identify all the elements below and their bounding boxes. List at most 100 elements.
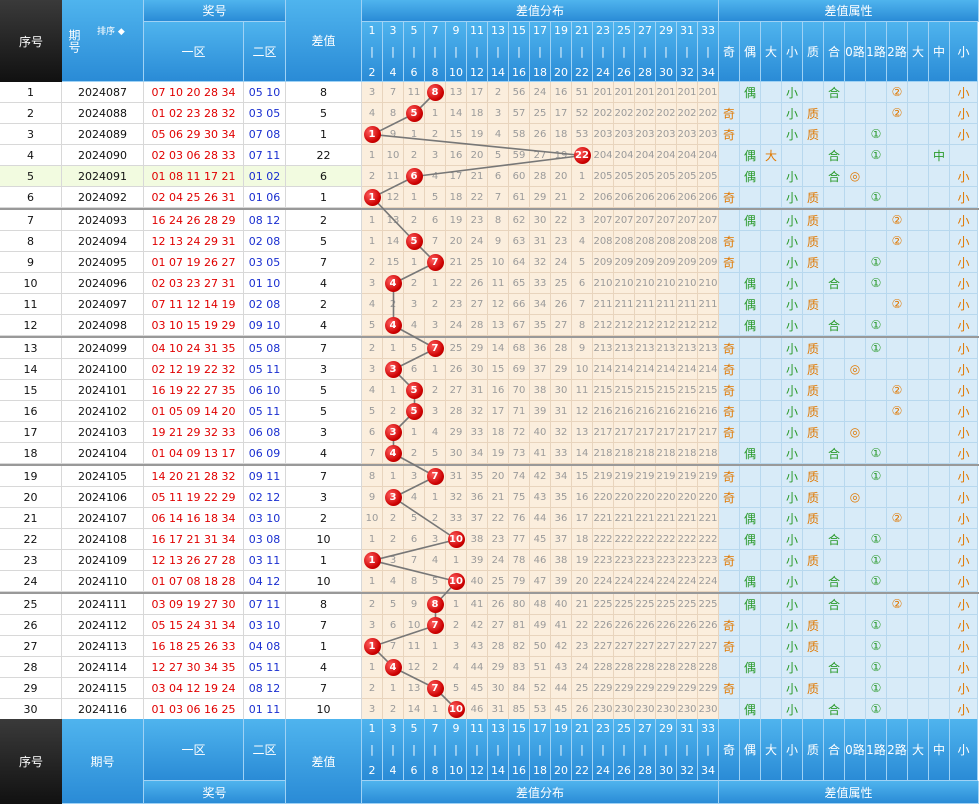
attr-cell [761,380,782,401]
attr-cell: 质 [803,487,824,508]
miss-count: 210 [698,277,718,289]
miss-count: 3 [431,319,439,331]
dist-cell: 6 [362,422,383,443]
row-diff: 5 [286,401,362,422]
dist-cell: 38 [530,380,551,401]
miss-count: 1 [368,235,376,247]
dist-cell: 1 [383,338,404,359]
miss-count: 230 [593,703,613,715]
dist-cell: 2 [425,380,446,401]
miss-count: 214 [593,363,613,375]
miss-count: 22 [470,191,484,203]
dist-cell: 12 [383,187,404,208]
dist-col-footer: 15 | 16 [509,719,530,781]
attr-cell [740,550,761,571]
miss-count: 201 [698,86,718,98]
attr-cell [824,359,845,380]
miss-count: 218 [698,447,718,459]
attr-cell [824,678,845,699]
miss-count: 228 [635,661,655,673]
dist-cell: 1 [425,273,446,294]
row-zone1: 02 12 19 22 32 [144,359,244,380]
dist-cell: 83 [509,657,530,678]
dist-col-footer: 3 | 4 [383,719,404,781]
miss-count: 64 [512,256,526,268]
miss-count: 32 [470,405,484,417]
attr-cell: 小 [782,401,803,422]
dist-col-footer: 21 | 22 [572,719,593,781]
miss-count: 1 [389,682,397,694]
dist-cell: 1 [362,145,383,166]
miss-count: 214 [698,363,718,375]
dist-cell: 8 [383,103,404,124]
attr-cell [845,210,866,231]
miss-count: 224 [698,575,718,587]
dist-cell: 44 [551,678,572,699]
row-diff: 7 [286,338,362,359]
miss-count: 6 [389,619,397,631]
dist-cell: 225 [656,594,677,615]
dist-col-header: 9 | 10 [446,22,467,82]
row-seq: 2 [0,103,62,124]
attr-cell: 质 [803,550,824,571]
sort-button[interactable]: 排序 ◆ [97,27,125,37]
dist-col-label: 6 [410,764,418,777]
dist-cell: 206 [635,187,656,208]
attr-cell: 小 [950,82,978,103]
dist-col-label: 21 [575,722,589,735]
attr-cell [845,231,866,252]
miss-count: 77 [512,533,526,545]
dist-cell: 223 [656,550,677,571]
miss-count: 29 [470,342,484,354]
miss-count: 208 [677,235,697,247]
miss-count: 209 [614,256,634,268]
dist-col-label: 34 [701,66,715,79]
diff-ball: 7 [426,467,444,485]
dist-cell: 2 [362,338,383,359]
dist-cell: 203 [593,124,614,145]
miss-count: 45 [470,682,484,694]
dist-col-label: 28 [638,764,652,777]
dist-cell: 4 [383,657,404,678]
attr-cell [845,615,866,636]
dist-cell: 30 [446,443,467,464]
attr-cell [929,443,950,464]
miss-count: 24 [470,235,484,247]
dist-col-label: | [412,45,416,58]
miss-count: 23 [449,298,463,310]
dist-cell: 217 [614,422,635,443]
attr-cell [908,571,929,592]
attr-cell [761,252,782,273]
attr-cell: ① [866,315,887,336]
miss-count: 2 [431,128,439,140]
miss-count: 2 [389,533,397,545]
dist-cell: 28 [530,166,551,187]
attr-cell: 偶 [740,166,761,187]
dist-cell: 214 [677,359,698,380]
dist-cell: 1 [362,529,383,550]
attr-cell [929,529,950,550]
attr-cell: 小 [782,636,803,657]
miss-count: 67 [512,319,526,331]
dist-cell: 45 [530,529,551,550]
miss-count: 7 [368,447,376,459]
row-zone2: 02 12 [244,487,286,508]
dist-cell: 4 [404,315,425,336]
miss-count: 2 [410,277,418,289]
dist-cell: 212 [656,315,677,336]
dist-cell: 13 [488,315,509,336]
miss-count: 206 [593,191,613,203]
dist-cell: 218 [635,443,656,464]
dist-cell: 22 [551,210,572,231]
attr-cell [887,338,908,359]
miss-count: 230 [698,703,718,715]
attr-cell: 小 [782,124,803,145]
miss-count: 19 [470,128,484,140]
dist-col-header: 29 | 30 [656,22,677,82]
miss-count: 2 [389,703,397,715]
attr-cell [887,699,908,720]
dist-cell: 8 [404,571,425,592]
dist-cell: 65 [509,273,530,294]
miss-count: 2 [368,682,376,694]
miss-count: 227 [635,640,655,652]
